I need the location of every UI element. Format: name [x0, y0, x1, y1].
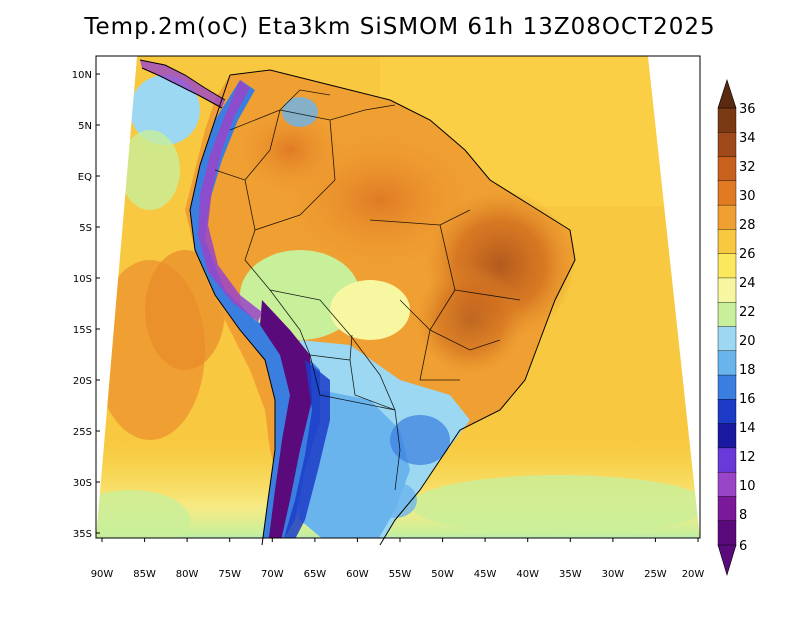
- colorbar-swatch: [717, 471, 737, 498]
- lon-label: 25W: [644, 569, 667, 580]
- pacific-cool-patch: [130, 75, 200, 145]
- guiana-highlands-cool: [282, 97, 318, 127]
- south-america-coastline: [189, 69, 576, 546]
- south-brazil-cool: [390, 415, 450, 465]
- colorbar-label: 20: [739, 334, 756, 349]
- plot-border: [95, 55, 701, 539]
- colorbar-swatch: [717, 374, 737, 401]
- lat-label: 5S: [79, 223, 92, 234]
- lon-label: 80W: [176, 569, 199, 580]
- lat-label: 5N: [78, 121, 92, 132]
- lat-label: 20S: [73, 376, 92, 387]
- pantanal-mild: [330, 280, 410, 340]
- colorbar-label: 22: [739, 305, 756, 320]
- colorbar-label: 34: [739, 131, 756, 146]
- colorbar-top-arrow: [717, 79, 737, 109]
- map-title: Temp.2m(oC) Eta3km SiSMOM 61h 13Z08OCT20…: [84, 14, 716, 40]
- colorbar-label: 14: [739, 421, 756, 436]
- colorbar-swatch: [717, 180, 737, 206]
- paraguay-border: [349, 359, 396, 411]
- lon-label: 75W: [218, 569, 241, 580]
- lon-label: 30W: [602, 569, 625, 580]
- map-field: [96, 56, 700, 538]
- colorbar-swatch: [717, 107, 737, 133]
- latitude-axis: 10N 5N EQ 5S 10S 15S 20S 25S 30S 35S: [72, 70, 100, 540]
- colorbar-swatch: [717, 423, 737, 449]
- lat-label: 30S: [73, 478, 92, 489]
- colorbar-label: 32: [739, 160, 756, 175]
- uruguay-cool: [373, 482, 417, 518]
- colorbar-swatch: [717, 326, 737, 352]
- domain-mask-right: [648, 56, 700, 538]
- colorbar-label: 16: [739, 392, 756, 407]
- pacific-hot-core: [145, 250, 225, 370]
- colorbar-swatch: [717, 496, 737, 522]
- colorbar-swatch: [717, 302, 737, 328]
- argentina-border: [309, 354, 396, 411]
- lat-label: EQ: [78, 172, 92, 183]
- andes-darkblue: [282, 360, 330, 538]
- colorbar-label: 18: [739, 363, 756, 378]
- lon-label: 45W: [474, 569, 497, 580]
- lat-label: 25S: [73, 427, 92, 438]
- lon-label: 65W: [304, 569, 327, 580]
- colorbar-swatch: [717, 277, 737, 303]
- lon-label: 50W: [431, 569, 454, 580]
- colorbar-swatch: [717, 253, 737, 279]
- lon-label: 85W: [133, 569, 156, 580]
- lon-label: 70W: [261, 569, 284, 580]
- colorbar-bottom-arrow: [717, 544, 737, 577]
- country-borders: [214, 89, 521, 491]
- lon-label: 90W: [91, 569, 114, 580]
- longitude-axis: 90W 85W 80W 75W 70W 65W 60W 55W 50W 45W …: [91, 538, 705, 580]
- lat-label: 35S: [73, 529, 92, 540]
- colorbar-swatch: [717, 399, 737, 425]
- colorbar-swatches: [717, 107, 737, 546]
- coastlines: [139, 59, 576, 546]
- central-america-land: [140, 60, 225, 108]
- central-brazil-hot: [415, 265, 525, 375]
- colorbar-swatch: [717, 229, 737, 255]
- colorbar-label: 6: [739, 539, 747, 554]
- colorbar-swatch: [717, 447, 737, 473]
- colorbar-swatch: [717, 204, 737, 231]
- lon-label: 35W: [559, 569, 582, 580]
- colorbar-label: 26: [739, 247, 756, 262]
- brazil-states: [369, 209, 521, 381]
- colorbar-swatch: [717, 132, 737, 158]
- lat-label: 10S: [73, 274, 92, 285]
- colorbar-swatch: [717, 520, 737, 546]
- lat-label: 15S: [73, 325, 92, 336]
- colorbar: 36 34 32 30 28 26 24 22 20 18 16 14 12 1…: [717, 79, 756, 577]
- pacific-mild-patch: [120, 130, 180, 210]
- domain-mask-left: [96, 56, 137, 538]
- colorbar-label: 24: [739, 276, 756, 291]
- colorbar-label: 8: [739, 508, 747, 523]
- colorbar-label: 36: [739, 102, 756, 117]
- colorbar-label: 10: [739, 479, 756, 494]
- andes-purple: [198, 80, 262, 322]
- brazil-border: [244, 104, 401, 491]
- lon-label: 60W: [346, 569, 369, 580]
- colorbar-label: 12: [739, 450, 756, 465]
- lon-label: 55W: [389, 569, 412, 580]
- central-america-coastline: [139, 59, 226, 109]
- venezuela-border: [279, 89, 331, 111]
- colorbar-label: 28: [739, 218, 756, 233]
- colorbar-swatch: [717, 350, 737, 376]
- andes-coldest: [260, 300, 312, 538]
- colombia-border: [229, 109, 281, 181]
- colorbar-label: 30: [739, 189, 756, 204]
- lon-label: 40W: [516, 569, 539, 580]
- colorbar-swatch: [717, 156, 737, 182]
- lon-label: 20W: [682, 569, 705, 580]
- south-pacific-cool: [96, 490, 190, 538]
- lat-label: 10N: [72, 70, 92, 81]
- north-interior-warm: [230, 100, 350, 200]
- south-atlantic-cool: [410, 475, 700, 535]
